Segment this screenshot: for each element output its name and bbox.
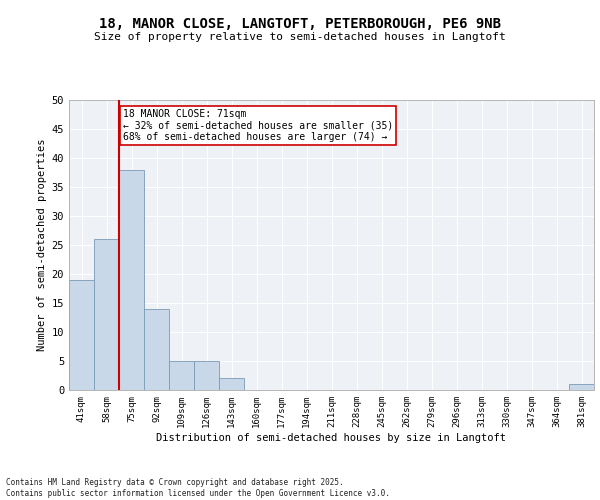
Text: Size of property relative to semi-detached houses in Langtoft: Size of property relative to semi-detach…	[94, 32, 506, 42]
Bar	[69, 280, 94, 390]
Bar	[119, 170, 144, 390]
Bar	[94, 239, 119, 390]
Y-axis label: Number of semi-detached properties: Number of semi-detached properties	[37, 138, 47, 352]
Bar	[169, 361, 194, 390]
Text: Contains HM Land Registry data © Crown copyright and database right 2025.
Contai: Contains HM Land Registry data © Crown c…	[6, 478, 390, 498]
Text: 18, MANOR CLOSE, LANGTOFT, PETERBOROUGH, PE6 9NB: 18, MANOR CLOSE, LANGTOFT, PETERBOROUGH,…	[99, 18, 501, 32]
Bar	[144, 309, 169, 390]
Bar	[569, 384, 594, 390]
Text: 18 MANOR CLOSE: 71sqm
← 32% of semi-detached houses are smaller (35)
68% of semi: 18 MANOR CLOSE: 71sqm ← 32% of semi-deta…	[123, 108, 393, 142]
X-axis label: Distribution of semi-detached houses by size in Langtoft: Distribution of semi-detached houses by …	[157, 432, 506, 442]
Bar	[219, 378, 244, 390]
Bar	[194, 361, 219, 390]
